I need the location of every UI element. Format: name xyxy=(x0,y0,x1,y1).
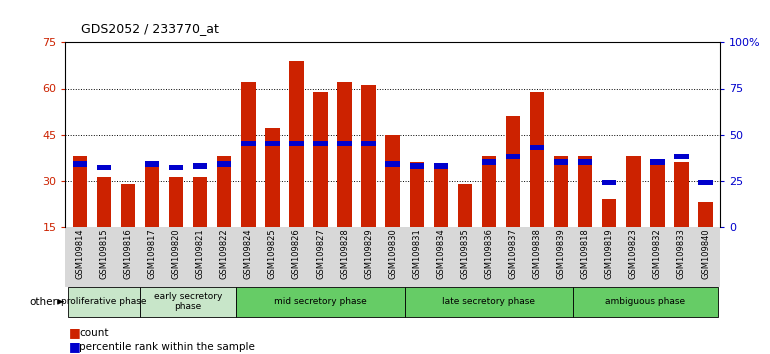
Bar xyxy=(698,202,713,227)
Bar xyxy=(626,156,641,227)
Bar xyxy=(386,161,400,167)
Bar xyxy=(193,177,207,227)
Bar xyxy=(121,184,136,227)
Bar xyxy=(578,156,592,227)
Text: mid secretory phase: mid secretory phase xyxy=(274,297,367,306)
Bar xyxy=(506,116,521,227)
Text: ■: ■ xyxy=(69,326,81,339)
Bar xyxy=(337,141,352,147)
Bar xyxy=(265,141,280,147)
Bar xyxy=(169,165,183,170)
Bar xyxy=(482,159,496,165)
Text: proliferative phase: proliferative phase xyxy=(61,297,147,306)
Bar xyxy=(675,154,688,159)
Bar xyxy=(97,165,111,170)
Bar xyxy=(530,92,544,227)
Bar xyxy=(145,162,159,227)
Bar xyxy=(650,159,665,165)
Bar xyxy=(361,85,376,227)
Bar xyxy=(241,82,256,227)
Bar xyxy=(290,61,303,227)
Bar xyxy=(290,141,303,147)
Text: late secretory phase: late secretory phase xyxy=(443,297,535,306)
Bar xyxy=(169,177,183,227)
Bar xyxy=(72,161,87,167)
Bar xyxy=(578,159,592,165)
Bar xyxy=(337,82,352,227)
Bar xyxy=(97,177,111,227)
Bar xyxy=(72,156,87,227)
Bar xyxy=(554,156,568,227)
Bar xyxy=(530,145,544,150)
Text: percentile rank within the sample: percentile rank within the sample xyxy=(79,342,255,352)
Bar xyxy=(434,165,448,227)
Bar xyxy=(145,161,159,167)
Text: GDS2052 / 233770_at: GDS2052 / 233770_at xyxy=(81,22,219,35)
Bar xyxy=(482,156,496,227)
Text: ■: ■ xyxy=(69,341,81,353)
Bar xyxy=(410,162,424,227)
Bar xyxy=(506,154,521,159)
Bar xyxy=(265,129,280,227)
Bar xyxy=(193,163,207,169)
Bar xyxy=(361,141,376,147)
Bar xyxy=(675,162,688,227)
Bar xyxy=(602,179,617,185)
Bar xyxy=(434,163,448,169)
Bar xyxy=(241,141,256,147)
Text: ambiguous phase: ambiguous phase xyxy=(605,297,685,306)
Bar xyxy=(313,141,328,147)
Text: early secretory
phase: early secretory phase xyxy=(154,292,223,312)
Bar xyxy=(410,163,424,169)
Bar xyxy=(554,159,568,165)
Bar xyxy=(698,179,713,185)
Bar xyxy=(602,199,617,227)
Bar xyxy=(313,92,328,227)
Bar xyxy=(650,162,665,227)
Bar xyxy=(217,156,232,227)
Bar xyxy=(386,135,400,227)
Text: other: other xyxy=(30,297,58,307)
Bar xyxy=(457,184,472,227)
Bar xyxy=(217,161,232,167)
Text: count: count xyxy=(79,328,109,338)
